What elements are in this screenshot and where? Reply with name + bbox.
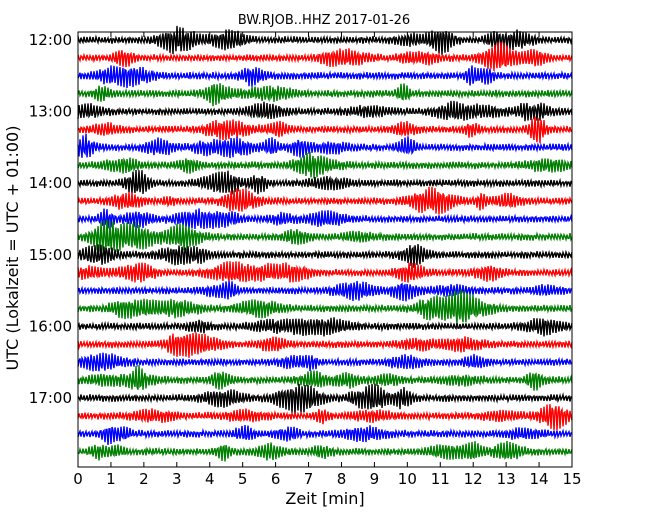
trace-1345 bbox=[77, 151, 573, 179]
y-tick-label: 16:00 bbox=[29, 317, 72, 335]
x-tick-label: 15 bbox=[562, 470, 581, 488]
trace-1615 bbox=[77, 332, 573, 358]
trace-1630 bbox=[77, 352, 573, 372]
trace-1700 bbox=[77, 383, 573, 415]
trace-1745 bbox=[77, 441, 573, 462]
y-tick-label: 12:00 bbox=[29, 31, 72, 49]
trace-1730 bbox=[77, 425, 573, 446]
trace-1715 bbox=[77, 404, 573, 431]
trace-1245 bbox=[77, 83, 573, 107]
trace-1300 bbox=[77, 100, 573, 122]
trace-1530 bbox=[77, 280, 573, 302]
trace-1645 bbox=[77, 365, 573, 391]
x-tick-label: 6 bbox=[271, 470, 281, 488]
x-tick-label: 1 bbox=[106, 470, 116, 488]
x-tick-label: 13 bbox=[497, 470, 516, 488]
x-tick-label: 4 bbox=[205, 470, 215, 488]
trace-1400 bbox=[77, 169, 573, 195]
x-tick-label: 9 bbox=[370, 470, 380, 488]
y-tick-label: 15:00 bbox=[29, 246, 72, 264]
x-tick-label: 3 bbox=[172, 470, 182, 488]
trace-1315 bbox=[77, 116, 573, 144]
plot-frame bbox=[77, 31, 573, 468]
x-tick-label: 2 bbox=[139, 470, 149, 488]
y-tick-label: 13:00 bbox=[29, 103, 72, 121]
trace-1330 bbox=[77, 133, 573, 159]
trace-1545 bbox=[77, 289, 573, 324]
trace-1430 bbox=[77, 208, 573, 230]
trace-1515 bbox=[77, 261, 573, 283]
y-axis-label: UTC (Lokalzeit = UTC + 01:00) bbox=[3, 126, 22, 371]
x-tick-label: 11 bbox=[431, 470, 450, 488]
axis-ticks-group: 0 1 2 3 4 5 6 7 8 9 10 11 12 13 14 1512:0013:0014:0015:… bbox=[29, 31, 582, 488]
trace-1200 bbox=[77, 25, 573, 55]
x-tick-label: 12 bbox=[464, 470, 483, 488]
x-tick-label: 5 bbox=[238, 470, 248, 488]
traces-group bbox=[77, 25, 573, 462]
x-tick-label: 10 bbox=[398, 470, 417, 488]
y-tick-label: 17:00 bbox=[29, 389, 72, 407]
chart-title: BW.RJOB..HHZ 2017-01-26 bbox=[238, 13, 410, 28]
y-tick-label: 14:00 bbox=[29, 174, 72, 192]
x-tick-label: 8 bbox=[337, 470, 347, 488]
trace-1230 bbox=[77, 65, 573, 88]
x-tick-label: 14 bbox=[530, 470, 549, 488]
trace-1445 bbox=[77, 219, 573, 252]
trace-1415 bbox=[77, 186, 573, 215]
trace-1215 bbox=[77, 42, 573, 71]
x-tick-label: 7 bbox=[304, 470, 314, 488]
trace-1600 bbox=[77, 317, 573, 337]
x-axis-label: Zeit [min] bbox=[285, 489, 364, 508]
trace-1500 bbox=[77, 244, 573, 268]
x-tick-label: 0 bbox=[73, 470, 83, 488]
